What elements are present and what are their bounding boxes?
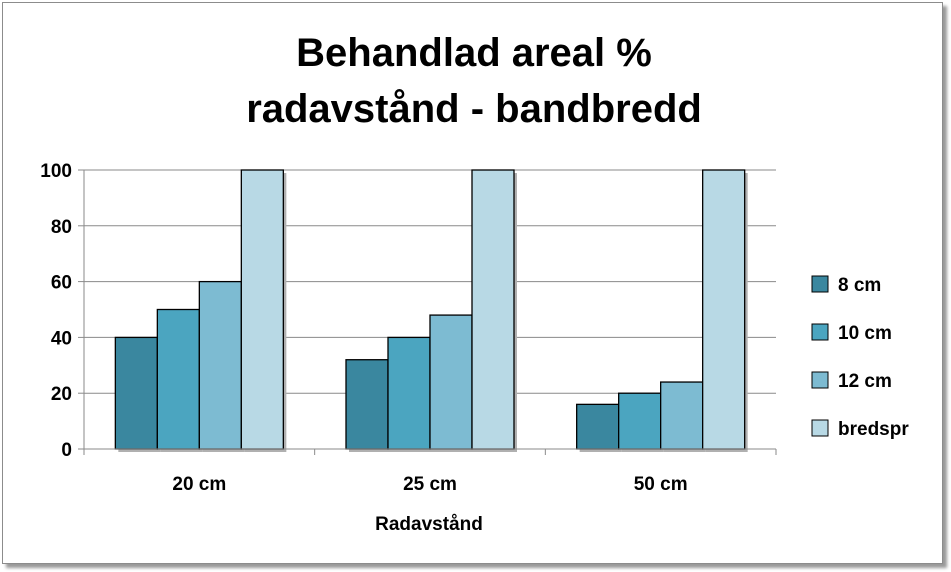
y-axis-ticks: 0 20 40 60 80 100	[40, 161, 84, 461]
x-tick-label: 20 cm	[172, 474, 226, 495]
x-tick-label: 25 cm	[403, 474, 457, 495]
x-axis-title: Radavstånd	[375, 514, 483, 535]
chart-title-line-1: Behandlad areal %	[296, 31, 652, 75]
bar	[240, 169, 284, 450]
y-tick-label: 20	[51, 384, 72, 405]
y-tick-label: 40	[51, 328, 72, 349]
y-tick-label: 100	[40, 161, 72, 182]
y-tick-label: 0	[61, 440, 72, 461]
axes	[83, 170, 776, 450]
x-axis-ticks: 20 cm 25 cm 50 cm	[83, 449, 777, 495]
legend: 8 cm 10 cm 12 cm bredspr	[811, 275, 909, 440]
legend-label: 12 cm	[838, 371, 892, 392]
x-tick-label: 50 cm	[634, 474, 688, 495]
bar	[618, 392, 662, 450]
bar	[156, 308, 200, 450]
chart-title-line-2: radavstånd - bandbredd	[246, 87, 702, 131]
bar	[387, 336, 431, 450]
legend-swatch	[811, 275, 829, 293]
legend-label: 8 cm	[838, 275, 881, 296]
legend-label: bredspr	[838, 419, 909, 440]
y-tick-label: 60	[51, 273, 72, 294]
bar	[660, 381, 704, 450]
bar	[345, 359, 389, 450]
bar	[576, 403, 620, 450]
bars	[114, 169, 748, 452]
legend-swatch	[811, 419, 829, 437]
bar	[429, 314, 473, 450]
legend-swatch	[811, 371, 829, 389]
bar	[114, 336, 158, 450]
bar	[198, 280, 242, 450]
legend-swatch	[811, 323, 829, 341]
y-tick-label: 80	[51, 217, 72, 238]
legend-label: 10 cm	[838, 323, 892, 344]
bar	[702, 169, 746, 450]
bar	[471, 169, 515, 450]
